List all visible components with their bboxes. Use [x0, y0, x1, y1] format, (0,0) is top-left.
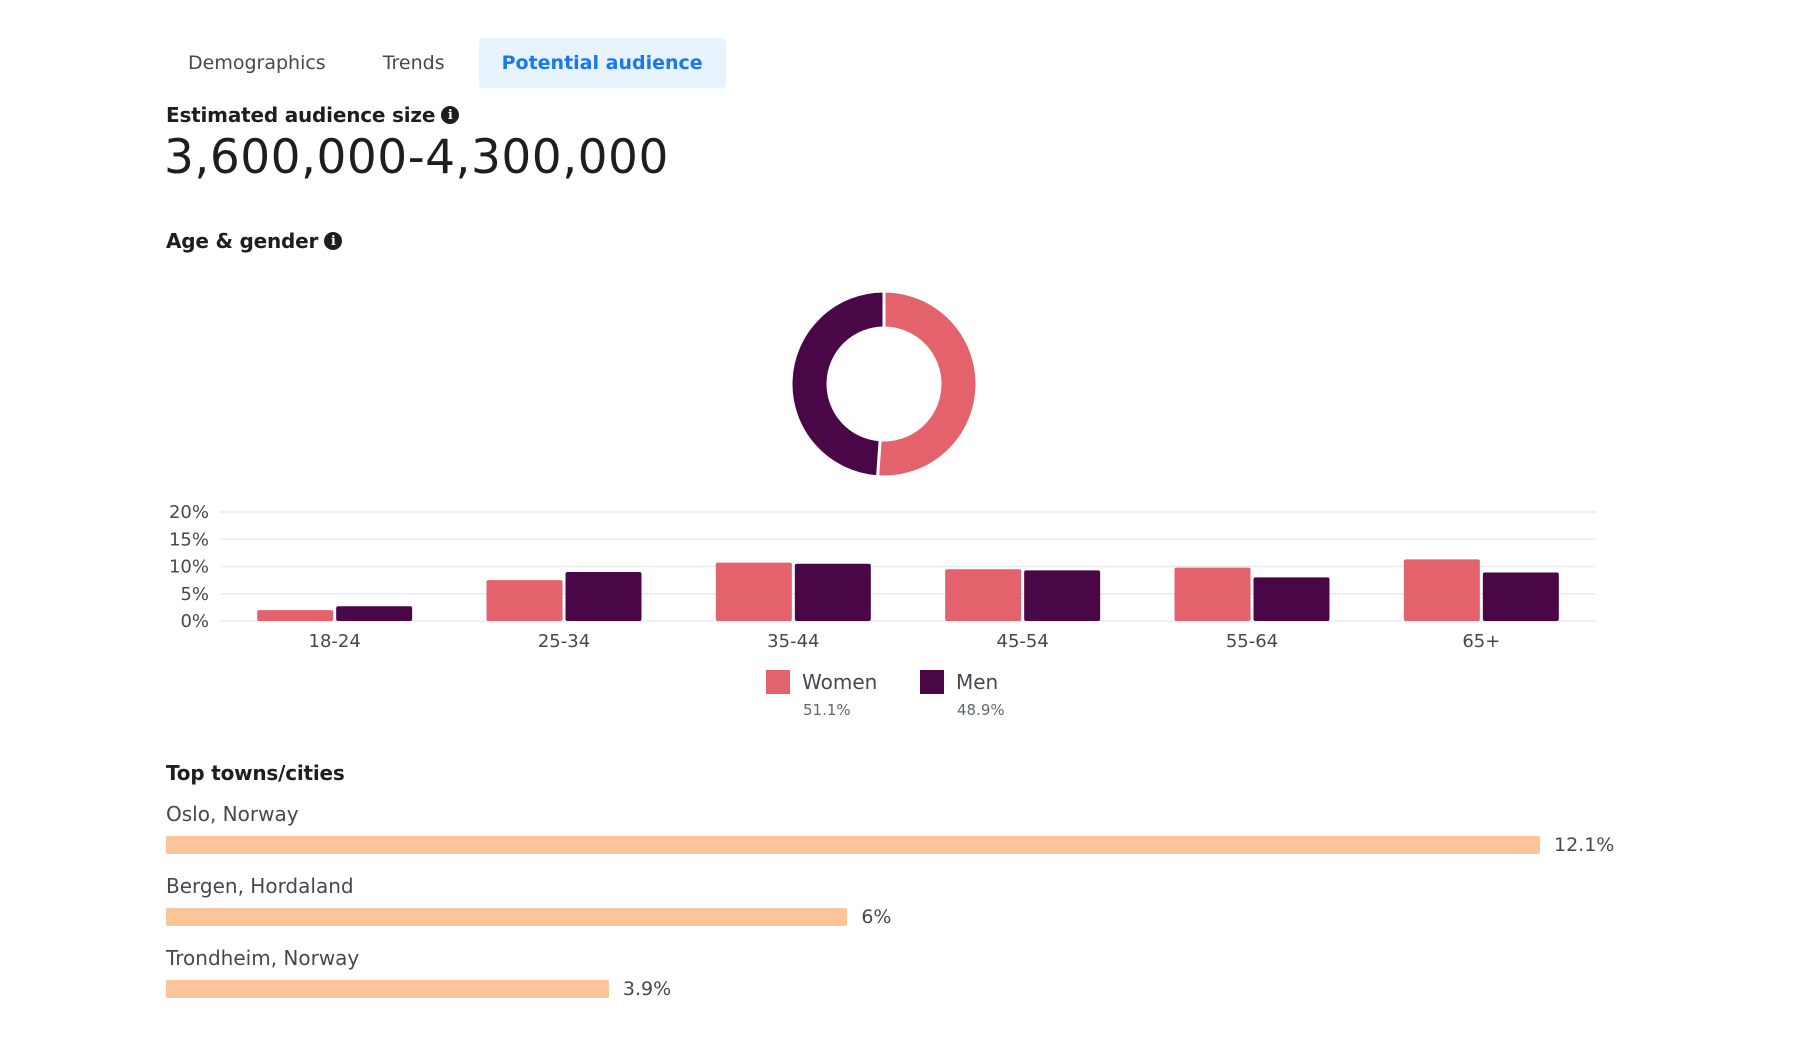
legend-swatch-women	[766, 670, 790, 694]
bar-men-18-24	[336, 606, 413, 621]
x-tick-label: 25-34	[538, 631, 590, 652]
y-tick-label: 15%	[169, 529, 209, 550]
bar-men-35-44	[794, 563, 871, 621]
age-gender-label: Age & gender	[166, 229, 319, 253]
donut-slice-women	[875, 289, 979, 479]
audience-size-heading: Estimated audience size i	[166, 103, 460, 127]
city-value: 12.1%	[1554, 834, 1615, 856]
city-bar	[166, 980, 609, 998]
city-item-oslo: Oslo, Norway 12.1%	[166, 801, 1615, 856]
top-cities-heading: Top towns/cities	[166, 761, 345, 785]
bar-men-55-64	[1253, 577, 1330, 621]
y-tick-label: 5%	[180, 584, 209, 605]
legend-pct-men: 48.9%	[957, 701, 1005, 719]
tab-trends[interactable]: Trends	[382, 52, 445, 74]
info-icon[interactable]: i	[441, 106, 460, 124]
bar-women-35-44	[715, 562, 792, 621]
age-gender-heading: Age & gender i	[166, 229, 343, 253]
city-value: 6%	[861, 906, 892, 928]
tab-bar: Demographics Trends Potential audience	[165, 38, 737, 88]
x-tick-label: 18-24	[309, 631, 361, 652]
bar-men-45-54	[1024, 570, 1101, 621]
city-bar	[166, 836, 1540, 854]
x-tick-label: 55-64	[1226, 631, 1278, 652]
city-name: Oslo, Norway	[166, 802, 299, 826]
city-name: Bergen, Hordaland	[166, 874, 354, 898]
donut-slice-men	[789, 289, 886, 479]
bar-women-55-64	[1174, 567, 1251, 621]
city-item-bergen: Bergen, Hordaland 6%	[166, 873, 892, 928]
info-icon[interactable]: i	[324, 232, 343, 250]
x-tick-label: 45-54	[997, 631, 1049, 652]
legend-women: Women 51.1%	[766, 670, 877, 719]
legend-label-women: Women	[802, 670, 878, 694]
city-value: 3.9%	[622, 978, 672, 1000]
city-item-trondheim: Trondheim, Norway 3.9%	[166, 945, 672, 1000]
audience-size-label: Estimated audience size	[166, 103, 436, 127]
city-bar	[166, 908, 848, 926]
y-tick-label: 0%	[180, 611, 209, 632]
bar-women-25-34	[486, 580, 563, 621]
bar-women-45-54	[945, 569, 1022, 621]
bar-women-18-24	[257, 610, 334, 621]
legend-swatch-men	[920, 670, 944, 694]
y-tick-label: 10%	[169, 557, 209, 578]
legend-label-men: Men	[956, 670, 999, 694]
y-tick-label: 20%	[169, 502, 209, 523]
legend-pct-women: 51.1%	[803, 701, 851, 719]
tab-potential-audience[interactable]: Potential audience	[478, 38, 726, 88]
top-cities-label: Top towns/cities	[166, 761, 345, 785]
bar-men-65plus	[1482, 572, 1559, 621]
bar-women-65plus	[1403, 559, 1480, 621]
tab-demographics[interactable]: Demographics	[188, 52, 326, 74]
x-tick-label: 35-44	[767, 631, 819, 652]
audience-size-value: 3,600,000-4,300,000	[164, 130, 669, 185]
x-tick-label: 65+	[1462, 631, 1500, 652]
legend-men: Men 48.9%	[920, 670, 1005, 719]
bar-men-25-34	[565, 571, 642, 621]
city-name: Trondheim, Norway	[166, 946, 360, 970]
